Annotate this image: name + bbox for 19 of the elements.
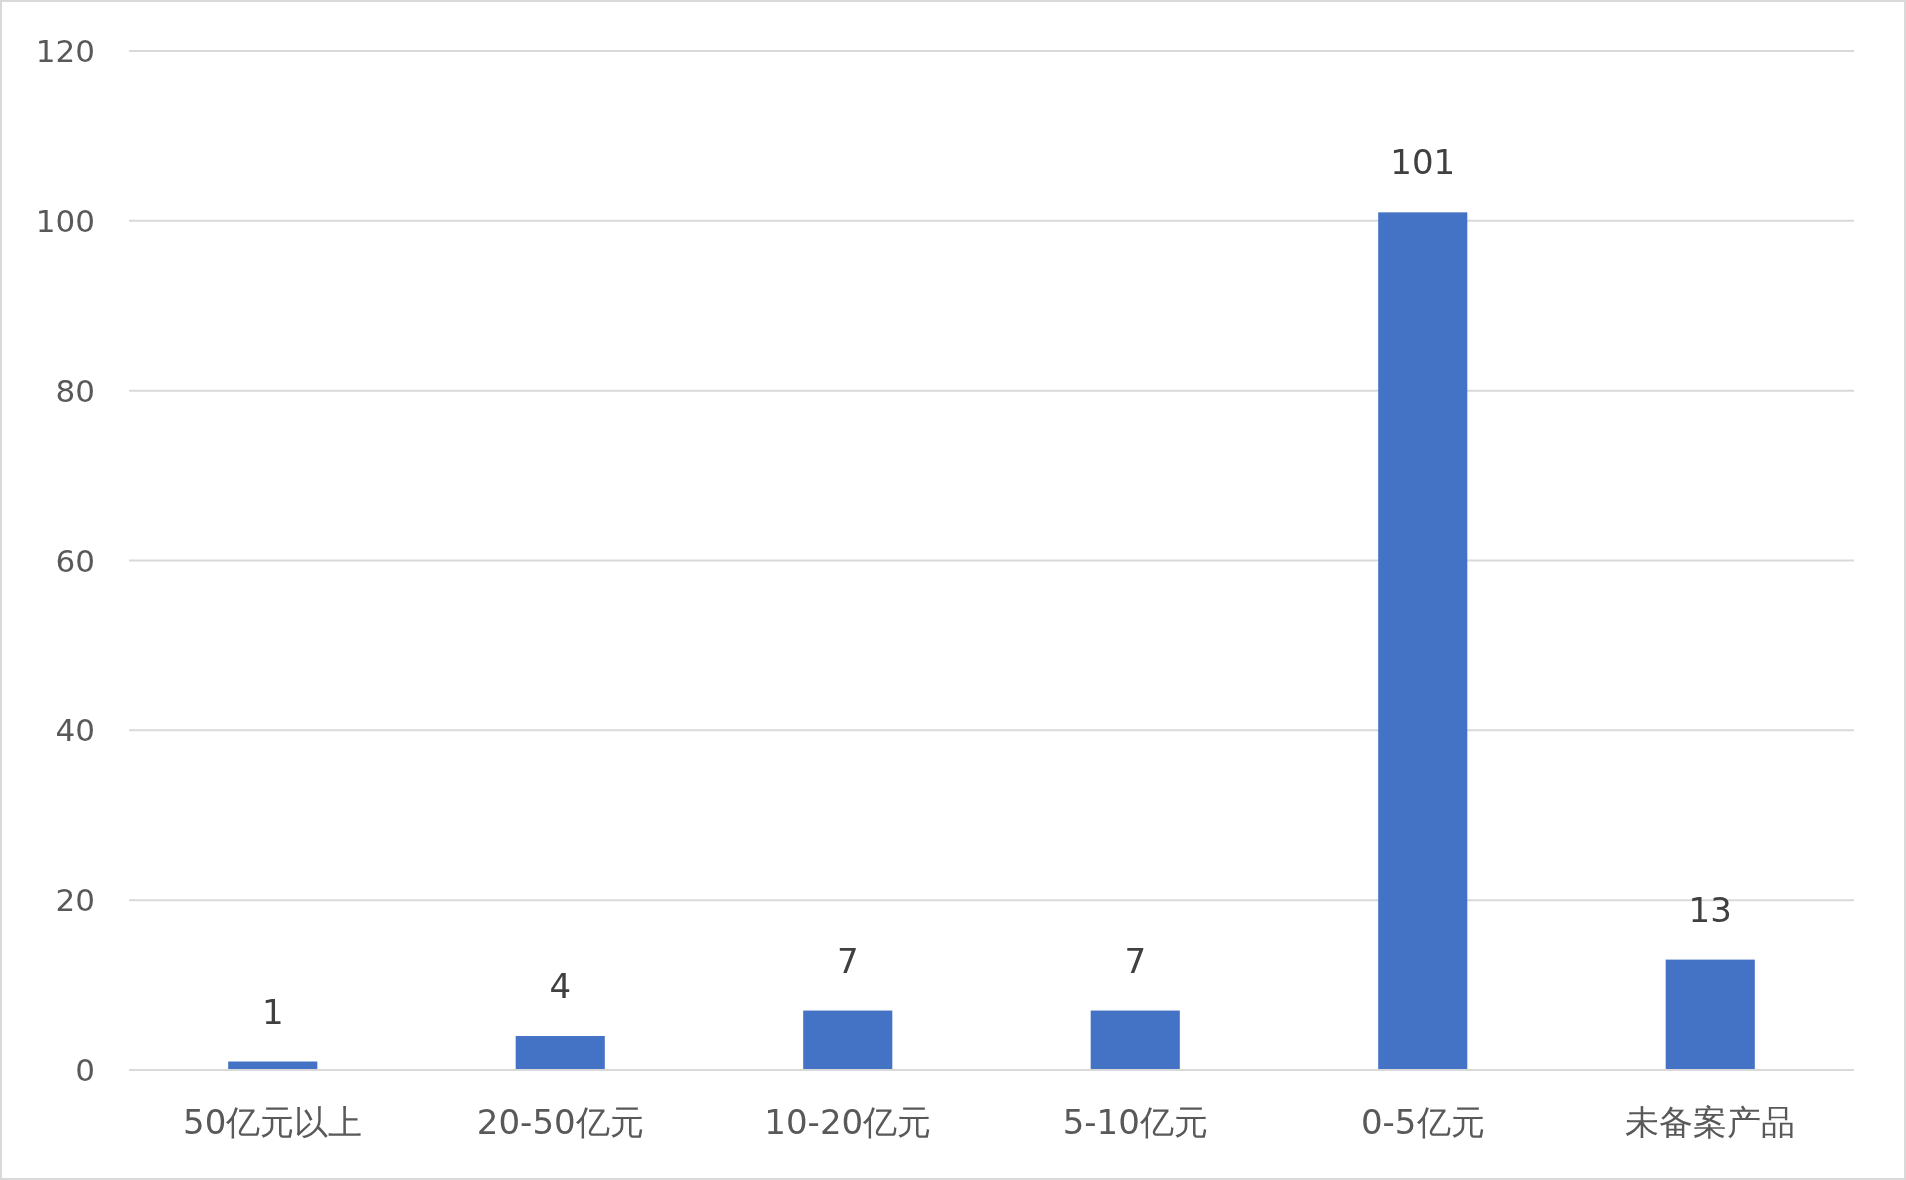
xtick: 0-5亿元 [1361,1102,1485,1142]
ytick: 120 [35,33,95,69]
data-label: 13 [1688,889,1732,930]
xtick: 20-50亿元 [476,1102,644,1142]
data-label: 4 [549,966,572,1007]
ytick: 60 [55,542,95,579]
data-label: 101 [1390,142,1456,183]
ytick: 0 [75,1052,95,1088]
xtick: 10-20亿元 [764,1102,932,1142]
xtick: 未备案产品 [1625,1102,1796,1142]
xtick: 5-10亿元 [1062,1102,1208,1142]
ytick: 40 [55,712,95,749]
ytick: 80 [55,372,95,409]
data-label: 7 [836,940,859,981]
data-label: 7 [1124,940,1147,981]
ytick: 100 [35,202,95,239]
data-label: 1 [261,991,284,1032]
ytick: 20 [55,882,95,919]
xtick: 50亿元以上 [183,1102,363,1142]
